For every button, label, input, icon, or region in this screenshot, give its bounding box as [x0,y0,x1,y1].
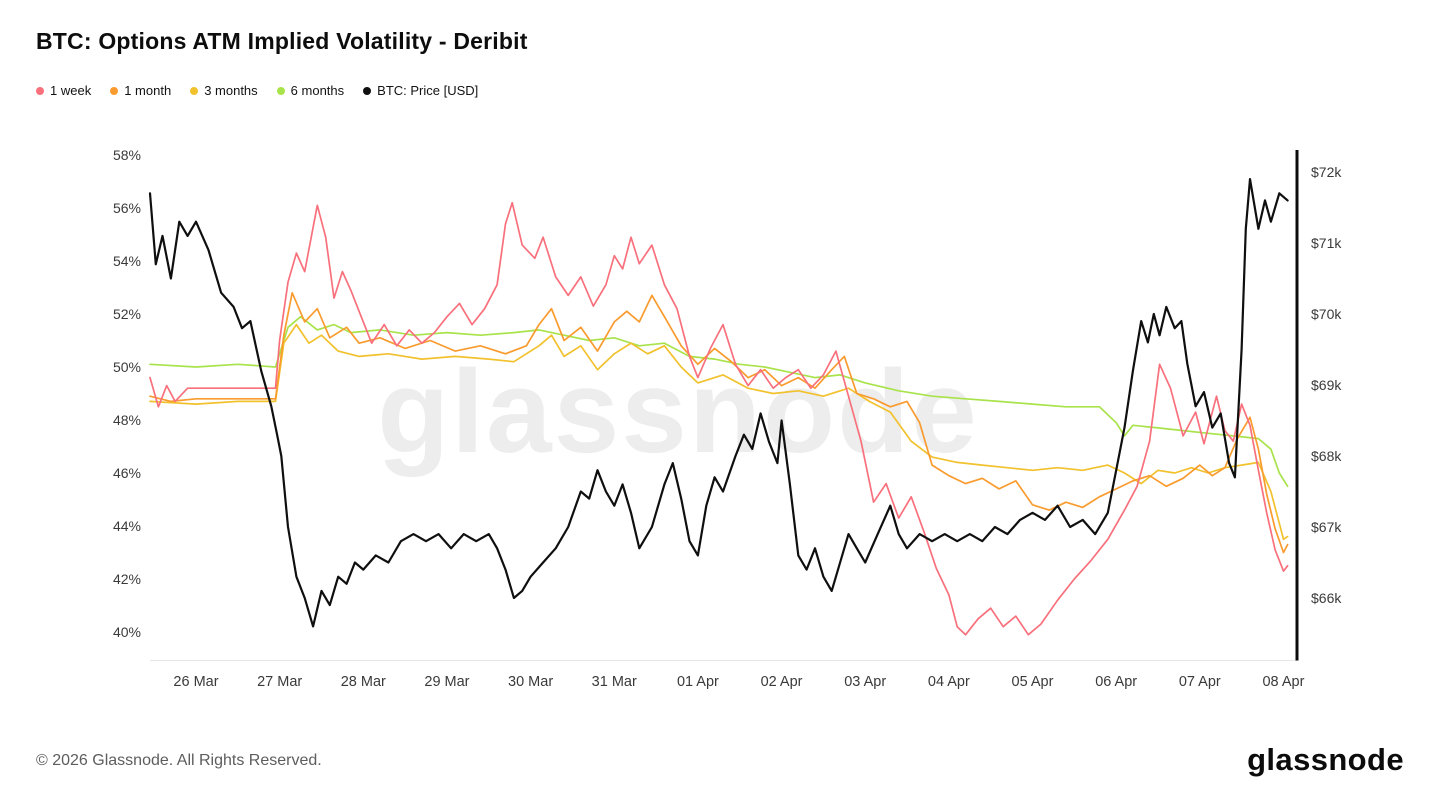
legend-item-3-months[interactable]: 3 months [190,83,258,98]
y-axis-right-tick-label: $71k [1311,235,1342,251]
chart-title: BTC: Options ATM Implied Volatility - De… [36,28,528,54]
y-axis-left-tick-label: 50% [113,359,141,375]
legend-label: 1 month [124,83,172,98]
x-axis-tick-label: 28 Mar [341,674,386,690]
series-line-3-months [149,323,1289,541]
x-axis-tick-label: 05 Apr [1012,674,1054,690]
x-axis-tick-label: 26 Mar [173,674,218,690]
x-axis-tick-label: 29 Mar [424,674,469,690]
y-axis-left-tick-label: 56% [113,200,141,216]
y-axis-left-tick-label: 42% [113,571,141,587]
x-axis-tick-label: 06 Apr [1095,674,1137,690]
legend-label: 6 months [290,83,345,98]
y-axis-left-tick-label: 52% [113,306,141,322]
glassnode-wordmark: glassnode [1247,742,1404,777]
y-axis-left-tick-label: 46% [113,465,141,481]
legend-label: 3 months [204,83,258,98]
legend-dot-icon [110,86,119,95]
series-line-btc-price-usd [148,178,1289,628]
y-axis-left-tick-label: 54% [113,253,141,269]
y-axis-right-tick-label: $70k [1311,306,1342,322]
y-axis-left-tick-label: 48% [113,412,141,428]
legend-item-1-month[interactable]: 1 month [110,83,171,98]
x-axis-tick-label: 31 Mar [592,674,637,690]
legend-label: BTC: Price [USD] [377,83,479,98]
legend: 1 week 1 month 3 months 6 months BTC: Price … [36,83,478,98]
watermark: glassnode [377,346,979,478]
legend-label: 1 week [50,83,92,98]
legend-dot-icon [190,86,199,95]
legend-dot-icon [36,86,44,95]
chart-area: glassnode 58% 56% 54% 52% 50% 48% 46% 44% 42% 40% $… [113,147,1342,690]
series-line-1-week [149,201,1289,636]
x-axis-tick-label: 04 Apr [928,674,970,690]
x-axis-tick-label: 27 Mar [257,674,302,690]
copyright-text: © 2026 Glassnode. All Rights Reserved. [36,752,322,769]
x-axis-tick-label: 08 Apr [1262,674,1304,690]
series-line-6-months [149,315,1289,488]
y-axis-right-tick-label: $69k [1311,377,1342,393]
y-axis-right-tick-label: $66k [1311,590,1342,606]
legend-item-btc-price-usd[interactable]: BTC: Price [USD] [363,83,478,98]
y-axis-right-tick-label: $72k [1311,164,1342,180]
y-axis-left-tick-label: 58% [113,147,141,163]
legend-item-1-week[interactable]: 1 week [36,83,91,98]
y-axis-right-tick-label: $68k [1311,448,1342,464]
series-line-1-month [149,291,1289,554]
legend-item-6-months[interactable]: 6 months [276,83,345,98]
x-axis-tick-label: 03 Apr [844,674,886,690]
y-axis-right-tick-label: $67k [1311,519,1342,535]
legend-dot-icon [276,86,285,95]
x-axis-tick-label: 01 Apr [677,674,719,690]
x-axis-tick-label: 30 Mar [508,674,553,690]
x-axis-tick-label: 07 Apr [1179,674,1221,690]
x-axis-tick-label: 02 Apr [761,674,803,690]
legend-dot-icon [363,86,372,95]
chart-canvas: glassnode 58% 56% 54% 52% 50% 48% 46% 44% 42% 40% $… [113,147,1342,690]
y-axis-left-tick-label: 40% [113,624,141,640]
y-axis-left-tick-label: 44% [113,518,141,534]
